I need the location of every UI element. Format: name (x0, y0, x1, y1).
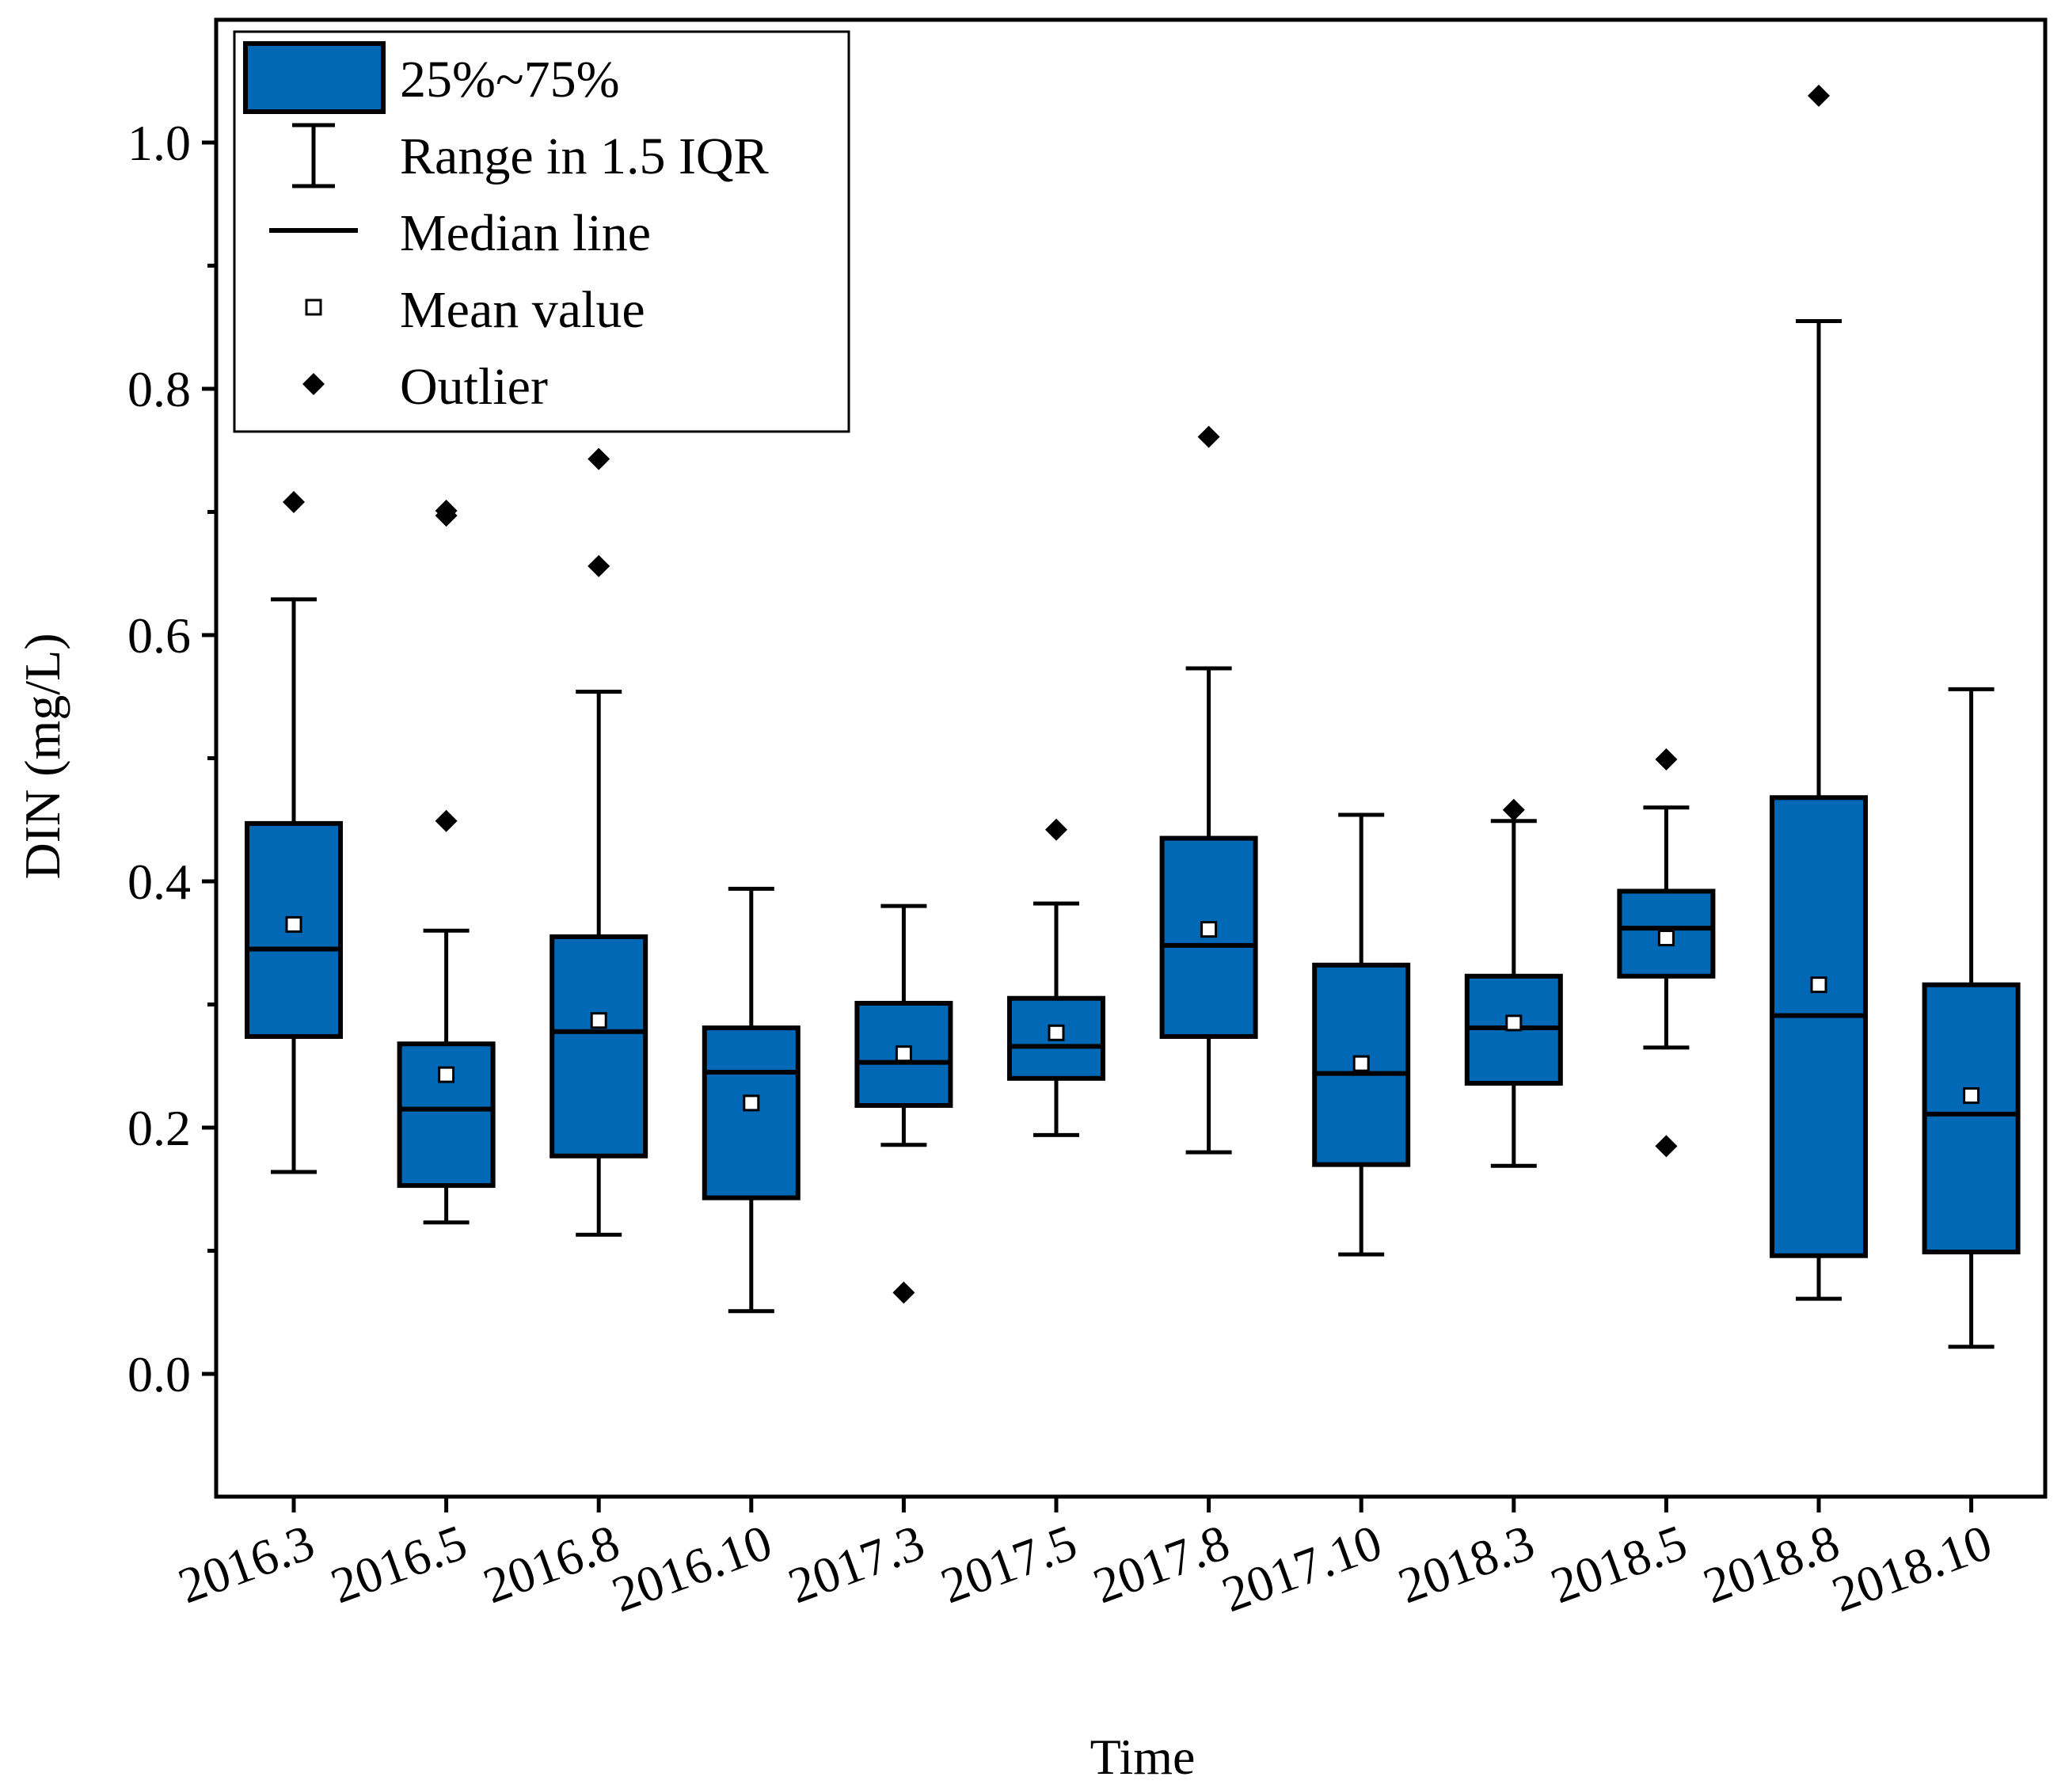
y-tick-label: 0.8 (127, 361, 191, 417)
outlier-point (1502, 798, 1525, 821)
iqr-box (1770, 795, 1868, 1258)
iqr-box (1312, 962, 1411, 1167)
x-axis-label: Time (1090, 1729, 1196, 1785)
legend-item-whisker: Range in 1.5 IQR (292, 123, 769, 188)
iqr-box (550, 934, 648, 1159)
legend: 25%~75% Range in 1.5 IQR Median line Mean v… (233, 30, 850, 433)
legend-outlier-swatch (302, 373, 325, 395)
iqr-box (397, 1041, 496, 1189)
mean-marker (438, 1066, 455, 1083)
legend-label: Outlier (400, 358, 548, 416)
iqr-box (1617, 888, 1716, 979)
y-tick-label: 0.2 (127, 1100, 191, 1156)
box-2017.5 (1007, 818, 1105, 1137)
box-2017.10 (1312, 812, 1411, 1257)
legend-label: Range in 1.5 IQR (400, 127, 769, 185)
y-tick-label: 0.0 (127, 1346, 191, 1402)
box-2017.3 (854, 904, 953, 1304)
outlier-point (588, 447, 610, 470)
legend-mean-swatch (305, 299, 322, 316)
mean-marker (1505, 1014, 1523, 1032)
legend-label: Mean value (400, 281, 645, 339)
mean-marker (1657, 930, 1675, 947)
legend-box-swatch (243, 41, 386, 114)
y-tick-label: 1.0 (127, 115, 191, 171)
outlier-point (588, 554, 610, 577)
y-axis-label: DIN (mg/L) (14, 633, 70, 879)
outlier-point (1655, 748, 1678, 771)
legend-item-outlier: Outlier (302, 358, 548, 416)
legend-item-mean: Mean value (305, 281, 645, 339)
y-tick-label: 0.4 (127, 854, 191, 910)
outlier-point (1808, 84, 1830, 107)
legend-item-median: Median line (269, 204, 651, 262)
outlier-point (1655, 1135, 1678, 1158)
legend-label: 25%~75% (400, 51, 620, 108)
mean-marker (590, 1012, 607, 1029)
box-2018.8 (1770, 84, 1868, 1301)
box-2018.10 (1922, 687, 2021, 1349)
legend-item-box: 25%~75% (243, 41, 620, 114)
outlier-point (1045, 818, 1067, 841)
box-2016.10 (702, 886, 801, 1314)
box-2017.8 (1159, 425, 1258, 1155)
box-2018.5 (1617, 748, 1716, 1158)
mean-marker (1048, 1024, 1065, 1041)
y-tick-label: 0.6 (127, 607, 191, 664)
mean-marker (743, 1094, 760, 1112)
iqr-box (702, 1025, 801, 1200)
box-2016.3 (245, 491, 343, 1174)
iqr-box (1922, 982, 2021, 1255)
box-2016.5 (397, 499, 496, 1225)
outlier-point (435, 499, 458, 522)
plot-content (245, 84, 2021, 1349)
mean-marker (895, 1045, 912, 1063)
outlier-point (1197, 425, 1220, 448)
outlier-point (283, 491, 305, 514)
mean-marker (1810, 976, 1827, 994)
box-2016.8 (550, 447, 648, 1237)
outlier-point (435, 809, 458, 832)
mean-marker (1352, 1055, 1370, 1072)
legend-label: Median line (400, 204, 651, 262)
y-axis: 0.0 0.2 0.4 0.6 0.8 1.0 (127, 115, 216, 1402)
mean-marker (1200, 921, 1218, 938)
mean-marker (1963, 1087, 1980, 1105)
mean-marker (285, 915, 302, 933)
outlier-point (892, 1281, 915, 1304)
box-2018.3 (1464, 798, 1563, 1168)
